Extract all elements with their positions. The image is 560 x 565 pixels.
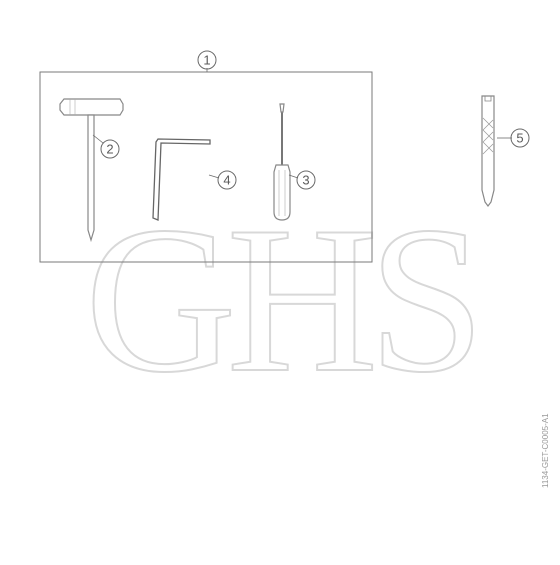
callout-4-line (209, 175, 219, 178)
diagram-container: GHS 1 2 4 (0, 0, 560, 560)
callout-5-label: 5 (516, 131, 523, 146)
callout-4-label: 4 (223, 173, 230, 188)
drawing-id-label: 1134-GET-C0005-A1 (541, 413, 550, 488)
callout-2-label: 2 (106, 142, 113, 157)
callout-1-label: 1 (203, 53, 210, 68)
tool-screwdriver (274, 104, 290, 220)
diagram-svg: GHS 1 2 4 (0, 0, 560, 560)
tool-file (482, 96, 494, 206)
callout-3-label: 3 (302, 173, 309, 188)
